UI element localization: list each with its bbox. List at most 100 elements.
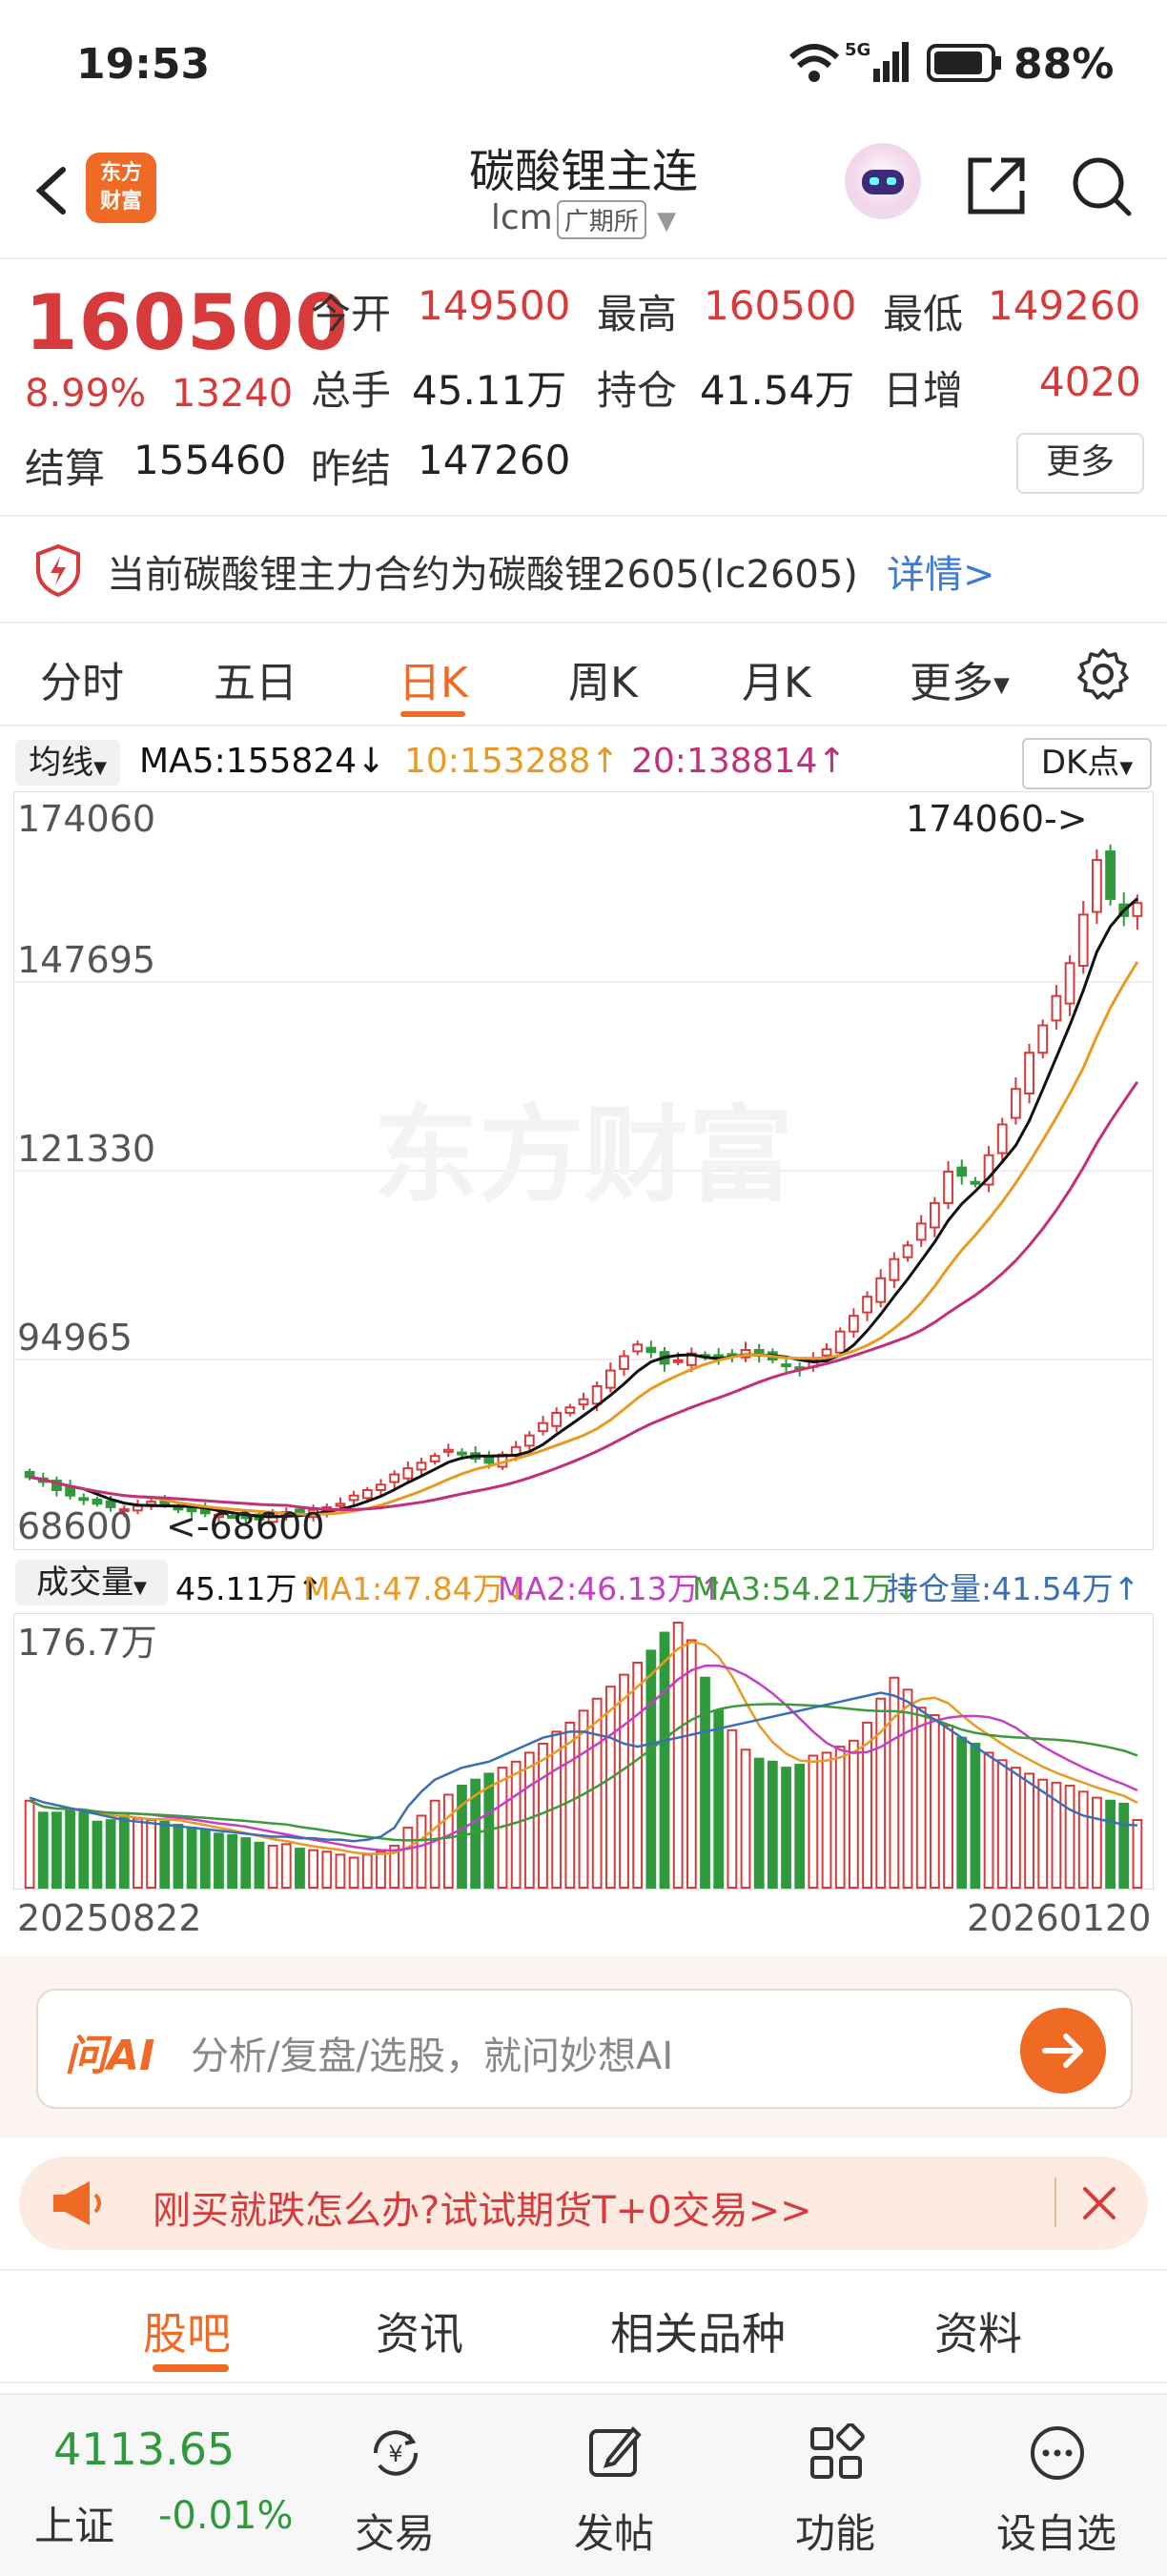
volume-bar [1105,1799,1116,1890]
search-icon [1073,157,1132,216]
content-tab-indicator [153,2364,229,2372]
ai-placeholder: 分析/复盘/选股，就问妙想AI [191,2034,674,2078]
volume-bar [767,1760,778,1889]
volume-bar [402,1827,414,1890]
exchange-tag: 广期所 [556,199,646,239]
search-button[interactable] [1068,153,1135,219]
candle-body [538,1421,548,1433]
open-interest-label: 持仓量:41.54万↑ [887,1570,1140,1607]
candle-body [591,1385,603,1405]
quote-panel: 160500 8.99% 13240 今开 149500 最高 160500 最… [0,259,1167,507]
nav-add-watchlist[interactable]: 设自选 [961,2395,1152,2576]
tab-news[interactable]: 资讯 [376,2308,463,2360]
tab-daily-k[interactable]: 日K [399,659,468,707]
candle-body [92,1499,103,1505]
candle-body [1132,902,1143,917]
volume-bar [943,1725,953,1890]
subtitle[interactable]: lcm 广期所 ▼ [343,198,824,239]
tab-weekly-k[interactable]: 周K [568,659,638,707]
date-end: 20260120 [967,1897,1152,1939]
candle-body [645,1346,657,1354]
ma10-line [29,961,1139,1516]
candle-body [457,1451,467,1456]
close-icon[interactable] [1075,2179,1123,2231]
ai-submit-button[interactable] [1020,2008,1106,2094]
main-contract-notice[interactable]: 当前碳酸锂主力合约为碳酸锂2605(lc2605) 详情> [0,515,1167,624]
back-button[interactable] [23,153,80,229]
settings-gear-icon[interactable] [1075,646,1131,705]
volume-chart[interactable]: 176.7万 [12,1612,1155,1891]
volume-bar [78,1811,90,1890]
volume-bar [295,1848,305,1890]
volume-bar [1077,1790,1089,1890]
volume-bar [159,1820,171,1890]
notice-details-link[interactable]: 详情> [887,553,995,597]
volume-bar [429,1799,440,1890]
volume-bar [632,1662,644,1889]
ma20-label: 20:138814↑ [631,742,847,781]
prev-settle-label: 昨结 [311,445,392,492]
more-dots-icon [1031,2426,1084,2480]
wifi-icon [788,42,841,88]
volume-indicator-selector[interactable]: 成交量▼ [15,1560,168,1605]
share-button[interactable] [963,153,1030,219]
kline-svg: 东方财富 174060 147695 121330 94965 68600 17… [12,790,1155,1551]
grid-icon [810,2423,865,2479]
ma5-line [29,897,1138,1519]
candle-body [929,1201,940,1229]
volume-bar [970,1742,981,1889]
tab-related[interactable]: 相关品种 [610,2308,786,2360]
candle-body [1092,859,1102,913]
index-ticker[interactable]: 4113.65 上证 -0.01% [0,2395,305,2576]
active-tab-indicator [400,711,465,717]
open-value: 149500 [418,282,571,329]
candle-body [186,1507,197,1513]
volume-value: 45.11万 [412,367,567,414]
candle-body [578,1398,589,1406]
ai-ask-input[interactable]: 问AI 分析/复盘/选股，就问妙想AI [36,1989,1133,2109]
tab-minute[interactable]: 分时 [40,659,124,707]
tab-profile[interactable]: 资料 [934,2308,1022,2360]
open-label: 今开 [311,291,392,337]
nav-post[interactable]: 发帖 [519,2395,709,2576]
low-label: 最低 [883,291,964,337]
more-button[interactable]: 更多 [1016,433,1144,494]
tab-guba[interactable]: 股吧 [143,2308,231,2360]
candle-body [1051,994,1062,1022]
candle-body [1105,850,1116,900]
volume-bar [376,1850,386,1890]
candle-body [78,1497,90,1502]
vol-ma2: MA2:46.13万↑ [498,1570,726,1607]
candle-body [983,1154,994,1186]
signal-5g-icon: 5G [845,38,911,90]
nav-trade[interactable]: ¥ 交易 [299,2395,490,2576]
volume-bar [996,1759,1008,1889]
candle-body [604,1369,616,1389]
volume-bar [1037,1778,1049,1890]
chevron-left-icon [35,167,66,215]
app-logo[interactable]: 东方 财富 [86,153,156,223]
promo-banner[interactable]: 刚买就跌怎么办?试试期货T+0交易>> [19,2157,1148,2250]
nav-functions[interactable]: 功能 [740,2395,931,2576]
tab-five-day[interactable]: 五日 [214,659,297,707]
indicator-selector[interactable]: 均线▼ [15,740,120,786]
caret-down-icon: ▼ [993,673,1010,698]
volume-bar [214,1832,224,1890]
nav-add-watchlist-label: 设自选 [995,2510,1116,2557]
volume-bar [713,1709,725,1890]
dk-point-button[interactable]: DK点▼ [1022,738,1152,789]
volume-bar [1064,1785,1075,1890]
candle-body [902,1244,913,1258]
y-tick-2: 121330 [17,1128,155,1170]
candle-body [376,1483,386,1491]
volume-bar [308,1849,319,1890]
candle-body [619,1355,629,1370]
ai-brand: 问AI [65,2032,155,2080]
volume-bar [902,1688,913,1889]
kline-chart[interactable]: 东方财富 174060 147695 121330 94965 68600 17… [12,790,1155,1551]
tab-monthly-k[interactable]: 月K [742,659,811,707]
ai-robot-icon[interactable] [845,143,921,219]
volume-legend-row: 成交量▼ 45.11万↑ MA1:47.84万↓ MA2:46.13万↑ MA3… [0,1556,1167,1609]
volume-bar [146,1819,156,1890]
tab-more[interactable]: 更多▼ [910,648,1010,709]
